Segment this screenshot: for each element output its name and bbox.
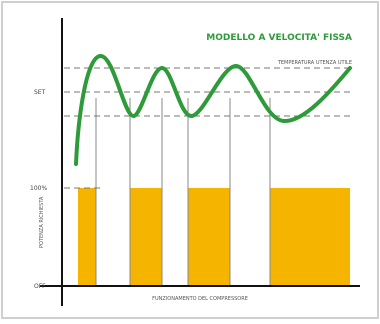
x-axis-label: FUNZIONAMENTO DEL COMPRESSORE [152, 296, 248, 302]
compressor-on-bar [130, 188, 162, 286]
comfort-range-label: TEMPERATURA UTENZA UTILE [277, 60, 352, 66]
compressor-on-bar [270, 188, 350, 286]
set-label: SET [34, 89, 46, 96]
compressor-on-bar [78, 188, 96, 286]
diagram-title: MODELLO A VELOCITA' FISSA [206, 33, 352, 43]
temperature-curve [74, 54, 352, 166]
compressor-bars [78, 188, 350, 286]
y-axis-label: POTENZA RICHIESTA [39, 196, 45, 248]
off-label: OFF [34, 283, 46, 290]
compressor-on-bar [188, 188, 230, 286]
hundred-percent-label: 100% [30, 185, 47, 192]
cycle-separators [95, 98, 271, 286]
